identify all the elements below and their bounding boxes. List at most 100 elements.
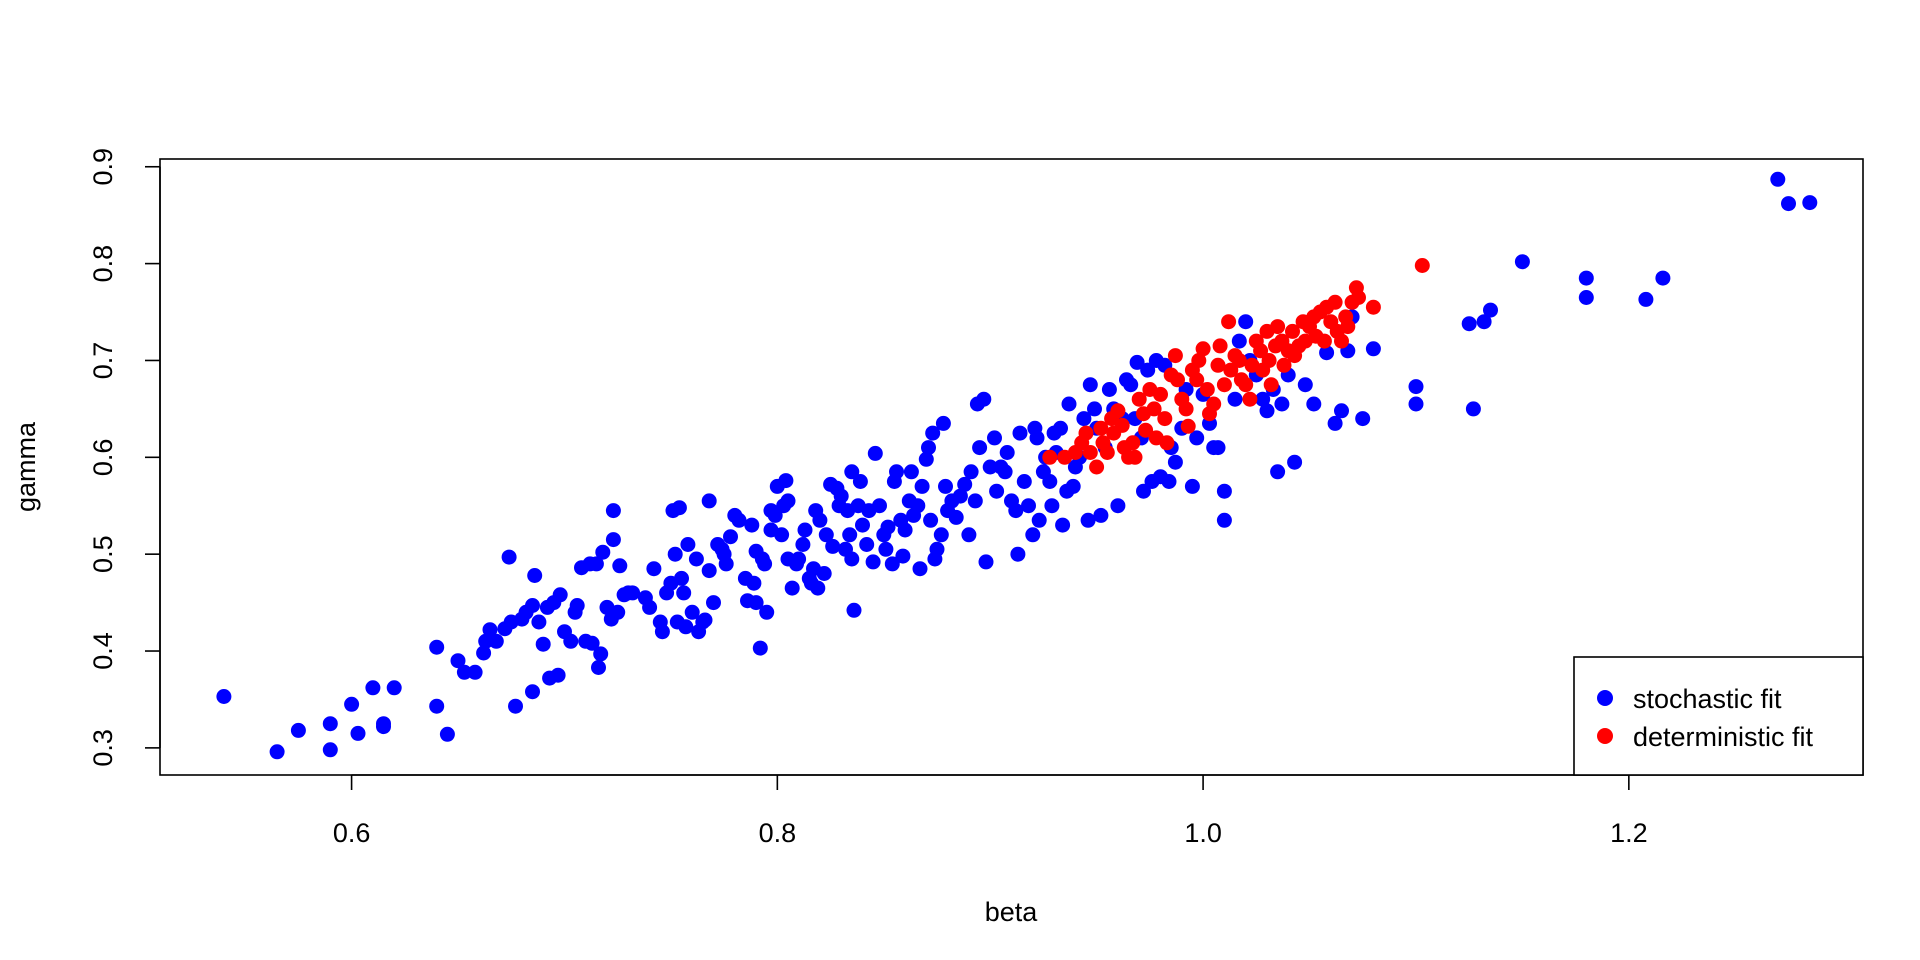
point-stochastic-fit-68 xyxy=(671,500,687,516)
point-stochastic-fit-270 xyxy=(1655,270,1671,286)
point-deterministic-fit-49 xyxy=(1242,391,1258,407)
point-stochastic-fit-205 xyxy=(1080,512,1096,528)
point-deterministic-fit-40 xyxy=(1210,357,1226,373)
point-stochastic-fit-260 xyxy=(1408,379,1424,395)
point-stochastic-fit-200 xyxy=(1061,396,1077,412)
point-stochastic-fit-151 xyxy=(910,498,926,514)
point-stochastic-fit-48 xyxy=(595,544,611,560)
legend-marker-stochastic-fit xyxy=(1597,690,1613,706)
point-stochastic-fit-262 xyxy=(1461,316,1477,332)
point-stochastic-fit-128 xyxy=(844,464,860,480)
point-stochastic-fit-254 xyxy=(1327,415,1343,431)
point-deterministic-fit-43 xyxy=(1221,314,1237,330)
point-stochastic-fit-228 xyxy=(1167,454,1183,470)
point-deterministic-fit-31 xyxy=(1178,401,1194,417)
point-deterministic-fit-58 xyxy=(1270,319,1286,335)
point-stochastic-fit-193 xyxy=(1042,474,1058,489)
point-stochastic-fit-198 xyxy=(1055,517,1071,533)
point-stochastic-fit-182 xyxy=(1008,503,1024,519)
point-deterministic-fit-74 xyxy=(1327,294,1343,310)
point-stochastic-fit-17 xyxy=(476,645,492,661)
point-stochastic-fit-241 xyxy=(1238,314,1254,330)
point-stochastic-fit-247 xyxy=(1270,464,1286,480)
point-stochastic-fit-138 xyxy=(872,498,887,514)
point-deterministic-fit-9 xyxy=(1099,445,1115,460)
point-stochastic-fit-100 xyxy=(767,507,783,523)
point-stochastic-fit-251 xyxy=(1297,377,1313,393)
x-tick-label-2: 1.0 xyxy=(1184,818,1222,848)
point-deterministic-fit-32 xyxy=(1180,418,1196,434)
point-stochastic-fit-237 xyxy=(1216,483,1232,499)
point-deterministic-fit-29 xyxy=(1170,372,1185,388)
point-stochastic-fit-102 xyxy=(774,527,790,543)
point-stochastic-fit-154 xyxy=(918,451,934,467)
point-stochastic-fit-44 xyxy=(584,635,600,651)
point-stochastic-fit-79 xyxy=(701,493,717,509)
point-stochastic-fit-174 xyxy=(978,554,994,570)
point-stochastic-fit-6 xyxy=(350,725,366,741)
point-stochastic-fit-169 xyxy=(963,464,979,480)
point-stochastic-fit-170 xyxy=(967,493,983,509)
point-stochastic-fit-218 xyxy=(1129,354,1145,370)
point-deterministic-fit-71 xyxy=(1316,333,1332,349)
point-stochastic-fit-261 xyxy=(1408,396,1424,412)
point-deterministic-fit-24 xyxy=(1153,386,1168,402)
point-deterministic-fit-4 xyxy=(1078,425,1094,441)
point-stochastic-fit-78 xyxy=(701,563,717,579)
point-deterministic-fit-7 xyxy=(1093,420,1109,436)
point-deterministic-fit-22 xyxy=(1146,401,1162,417)
point-deterministic-fit-62 xyxy=(1285,323,1300,339)
y-tick-label-6: 0.9 xyxy=(88,148,118,186)
point-stochastic-fit-255 xyxy=(1334,403,1349,419)
point-stochastic-fit-117 xyxy=(812,512,828,528)
point-stochastic-fit-226 xyxy=(1161,474,1177,489)
point-stochastic-fit-72 xyxy=(680,537,696,552)
point-stochastic-fit-1 xyxy=(269,744,285,760)
point-deterministic-fit-78 xyxy=(1340,319,1356,335)
point-stochastic-fit-134 xyxy=(859,537,875,552)
point-stochastic-fit-186 xyxy=(1021,498,1036,514)
point-stochastic-fit-45 xyxy=(588,556,604,572)
point-stochastic-fit-161 xyxy=(935,415,951,431)
point-stochastic-fit-97 xyxy=(759,604,775,620)
point-deterministic-fit-18 xyxy=(1131,391,1147,407)
data-points xyxy=(216,171,1818,760)
legend-label-stochastic-fit: stochastic fit xyxy=(1633,684,1782,714)
point-stochastic-fit-263 xyxy=(1465,401,1481,417)
x-axis: 0.6 0.8 1.0 1.2 xyxy=(333,774,1648,848)
point-deterministic-fit-82 xyxy=(1365,299,1381,315)
point-stochastic-fit-264 xyxy=(1476,314,1492,330)
point-deterministic-fit-20 xyxy=(1138,422,1154,438)
point-deterministic-fit-44 xyxy=(1223,362,1239,378)
point-stochastic-fit-258 xyxy=(1355,411,1371,427)
point-stochastic-fit-179 xyxy=(997,464,1013,480)
point-stochastic-fit-105 xyxy=(780,493,796,509)
point-stochastic-fit-207 xyxy=(1087,401,1102,417)
point-stochastic-fit-206 xyxy=(1082,377,1098,393)
point-stochastic-fit-269 xyxy=(1638,291,1654,307)
point-stochastic-fit-211 xyxy=(1101,382,1117,397)
point-stochastic-fit-136 xyxy=(865,554,881,570)
point-stochastic-fit-194 xyxy=(1044,498,1060,514)
point-stochastic-fit-16 xyxy=(467,664,483,680)
point-stochastic-fit-129 xyxy=(844,551,860,567)
point-deterministic-fit-52 xyxy=(1253,343,1269,359)
point-stochastic-fit-94 xyxy=(752,640,768,656)
point-deterministic-fit-41 xyxy=(1212,338,1228,354)
point-stochastic-fit-27 xyxy=(525,684,540,700)
point-stochastic-fit-265 xyxy=(1483,302,1498,318)
point-stochastic-fit-22 xyxy=(501,549,517,565)
point-stochastic-fit-141 xyxy=(880,519,896,535)
point-stochastic-fit-40 xyxy=(569,598,585,613)
point-deterministic-fit-81 xyxy=(1351,290,1366,305)
point-stochastic-fit-259 xyxy=(1365,341,1381,357)
point-stochastic-fit-152 xyxy=(912,561,928,577)
point-stochastic-fit-0 xyxy=(216,689,232,704)
point-stochastic-fit-29 xyxy=(527,568,543,583)
point-stochastic-fit-197 xyxy=(1053,420,1068,436)
point-stochastic-fit-252 xyxy=(1306,396,1322,412)
point-stochastic-fit-11 xyxy=(429,639,445,655)
point-stochastic-fit-47 xyxy=(593,646,609,662)
point-deterministic-fit-17 xyxy=(1127,449,1143,465)
point-stochastic-fit-216 xyxy=(1123,377,1139,393)
